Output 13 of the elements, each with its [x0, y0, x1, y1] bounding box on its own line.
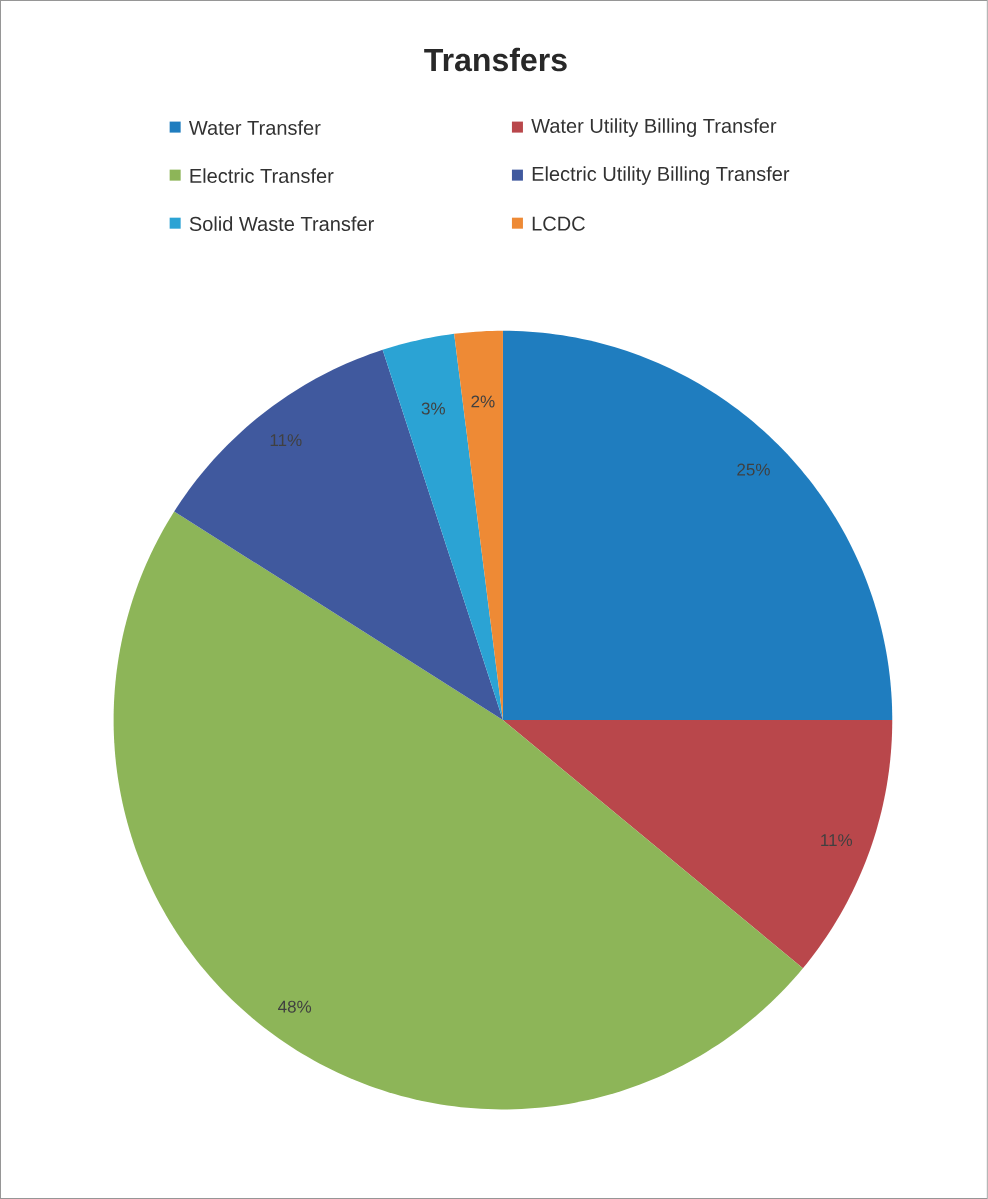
- data-label: 3%: [421, 402, 446, 415]
- data-label: 11%: [821, 834, 853, 847]
- chart-title: Transfers: [424, 47, 567, 72]
- data-label: 2%: [471, 395, 495, 408]
- data-label: 11%: [270, 434, 302, 447]
- legend-label: Water Transfer: [189, 120, 321, 135]
- legend-label: Electric Utility Billing Transfer: [532, 166, 790, 185]
- legend-label: Solid Waste Transfer: [189, 216, 374, 232]
- legend-label: LCDC: [532, 216, 585, 231]
- data-label: 25%: [737, 463, 770, 476]
- legend-label: Electric Transfer: [190, 168, 334, 183]
- data-label: 48%: [278, 1000, 312, 1013]
- legend-label: Water Utility Billing Transfer: [531, 118, 777, 137]
